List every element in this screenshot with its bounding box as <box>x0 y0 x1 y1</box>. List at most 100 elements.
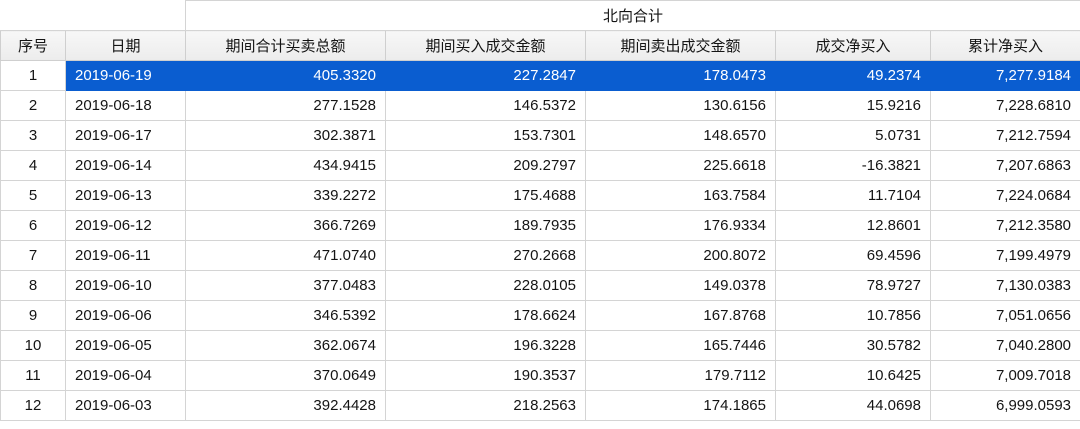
cell-date[interactable]: 2019-06-04 <box>65 360 186 391</box>
col-header-sell_amount[interactable]: 期间卖出成交金额 <box>585 30 776 61</box>
cell-buy_amount[interactable]: 209.2797 <box>385 150 586 181</box>
cell-sell_amount[interactable]: 176.9334 <box>585 210 776 241</box>
table-row[interactable]: 4 2019-06-14 434.9415 209.2797 225.6618 -16.3… <box>0 150 1080 181</box>
cell-seq[interactable]: 8 <box>0 270 66 301</box>
cell-buy_amount[interactable]: 178.6624 <box>385 300 586 331</box>
cell-total_amount[interactable]: 302.3871 <box>185 120 386 151</box>
cell-seq[interactable]: 4 <box>0 150 66 181</box>
cell-sell_amount[interactable]: 200.8072 <box>585 240 776 271</box>
cell-total_amount[interactable]: 392.4428 <box>185 390 386 421</box>
cell-seq[interactable]: 12 <box>0 390 66 421</box>
col-header-buy_amount[interactable]: 期间买入成交金额 <box>385 30 586 61</box>
cell-total_amount[interactable]: 362.0674 <box>185 330 386 361</box>
cell-buy_amount[interactable]: 196.3228 <box>385 330 586 361</box>
cell-seq[interactable]: 9 <box>0 300 66 331</box>
cell-total_amount[interactable]: 370.0649 <box>185 360 386 391</box>
cell-net_buy[interactable]: 30.5782 <box>775 330 931 361</box>
col-header-seq[interactable]: 序号 <box>0 30 66 61</box>
cell-cum_net_buy[interactable]: 7,228.6810 <box>929 90 1080 121</box>
cell-date[interactable]: 2019-06-19 <box>65 60 186 91</box>
cell-total_amount[interactable]: 377.0483 <box>185 270 386 301</box>
table-row[interactable]: 5 2019-06-13 339.2272 175.4688 163.7584 11.71… <box>0 180 1080 211</box>
cell-sell_amount[interactable]: 163.7584 <box>585 180 776 211</box>
cell-cum_net_buy[interactable]: 7,277.9184 <box>929 60 1080 91</box>
cell-seq[interactable]: 10 <box>0 330 66 361</box>
table-row[interactable]: 9 2019-06-06 346.5392 178.6624 167.8768 10.78… <box>0 300 1080 331</box>
cell-date[interactable]: 2019-06-11 <box>65 240 186 271</box>
cell-cum_net_buy[interactable]: 7,040.2800 <box>929 330 1080 361</box>
cell-cum_net_buy[interactable]: 7,224.0684 <box>929 180 1080 211</box>
cell-sell_amount[interactable]: 165.7446 <box>585 330 776 361</box>
cell-total_amount[interactable]: 405.3320 <box>185 60 386 91</box>
cell-net_buy[interactable]: -16.3821 <box>775 150 931 181</box>
cell-buy_amount[interactable]: 153.7301 <box>385 120 586 151</box>
cell-buy_amount[interactable]: 190.3537 <box>385 360 586 391</box>
table-row[interactable]: 11 2019-06-04 370.0649 190.3537 179.7112 10.6… <box>0 360 1080 391</box>
col-header-cum_net_buy[interactable]: 累计净买入 <box>929 30 1080 61</box>
cell-buy_amount[interactable]: 189.7935 <box>385 210 586 241</box>
cell-date[interactable]: 2019-06-18 <box>65 90 186 121</box>
cell-total_amount[interactable]: 277.1528 <box>185 90 386 121</box>
cell-net_buy[interactable]: 12.8601 <box>775 210 931 241</box>
cell-sell_amount[interactable]: 178.0473 <box>585 60 776 91</box>
cell-net_buy[interactable]: 10.6425 <box>775 360 931 391</box>
cell-seq[interactable]: 2 <box>0 90 66 121</box>
cell-cum_net_buy[interactable]: 7,130.0383 <box>929 270 1080 301</box>
cell-seq[interactable]: 5 <box>0 180 66 211</box>
cell-date[interactable]: 2019-06-12 <box>65 210 186 241</box>
cell-sell_amount[interactable]: 179.7112 <box>585 360 776 391</box>
cell-cum_net_buy[interactable]: 6,999.0593 <box>929 390 1080 421</box>
cell-seq[interactable]: 6 <box>0 210 66 241</box>
cell-cum_net_buy[interactable]: 7,207.6863 <box>929 150 1080 181</box>
table-row[interactable]: 10 2019-06-05 362.0674 196.3228 165.7446 30.5… <box>0 330 1080 361</box>
cell-seq[interactable]: 1 <box>0 60 66 91</box>
cell-buy_amount[interactable]: 227.2847 <box>385 60 586 91</box>
cell-net_buy[interactable]: 69.4596 <box>775 240 931 271</box>
cell-date[interactable]: 2019-06-03 <box>65 390 186 421</box>
cell-net_buy[interactable]: 49.2374 <box>775 60 931 91</box>
table-row[interactable]: 8 2019-06-10 377.0483 228.0105 149.0378 78.97… <box>0 270 1080 301</box>
cell-date[interactable]: 2019-06-06 <box>65 300 186 331</box>
table-row[interactable]: 7 2019-06-11 471.0740 270.2668 200.8072 69.45… <box>0 240 1080 271</box>
cell-total_amount[interactable]: 471.0740 <box>185 240 386 271</box>
cell-sell_amount[interactable]: 167.8768 <box>585 300 776 331</box>
col-header-date[interactable]: 日期 <box>65 30 186 61</box>
col-header-net_buy[interactable]: 成交净买入 <box>775 30 931 61</box>
cell-buy_amount[interactable]: 146.5372 <box>385 90 586 121</box>
cell-seq[interactable]: 11 <box>0 360 66 391</box>
cell-buy_amount[interactable]: 175.4688 <box>385 180 586 211</box>
cell-date[interactable]: 2019-06-14 <box>65 150 186 181</box>
cell-sell_amount[interactable]: 225.6618 <box>585 150 776 181</box>
cell-total_amount[interactable]: 339.2272 <box>185 180 386 211</box>
cell-net_buy[interactable]: 15.9216 <box>775 90 931 121</box>
cell-buy_amount[interactable]: 228.0105 <box>385 270 586 301</box>
cell-total_amount[interactable]: 434.9415 <box>185 150 386 181</box>
table-row[interactable]: 1 2019-06-19 405.3320 227.2847 178.0473 49.23… <box>0 60 1080 91</box>
cell-sell_amount[interactable]: 149.0378 <box>585 270 776 301</box>
cell-cum_net_buy[interactable]: 7,051.0656 <box>929 300 1080 331</box>
cell-net_buy[interactable]: 78.9727 <box>775 270 931 301</box>
cell-buy_amount[interactable]: 270.2668 <box>385 240 586 271</box>
cell-seq[interactable]: 7 <box>0 240 66 271</box>
cell-total_amount[interactable]: 366.7269 <box>185 210 386 241</box>
cell-total_amount[interactable]: 346.5392 <box>185 300 386 331</box>
cell-buy_amount[interactable]: 218.2563 <box>385 390 586 421</box>
cell-net_buy[interactable]: 5.0731 <box>775 120 931 151</box>
cell-sell_amount[interactable]: 148.6570 <box>585 120 776 151</box>
cell-sell_amount[interactable]: 174.1865 <box>585 390 776 421</box>
cell-date[interactable]: 2019-06-05 <box>65 330 186 361</box>
cell-net_buy[interactable]: 10.7856 <box>775 300 931 331</box>
cell-sell_amount[interactable]: 130.6156 <box>585 90 776 121</box>
col-header-total_amount[interactable]: 期间合计买卖总额 <box>185 30 386 61</box>
cell-cum_net_buy[interactable]: 7,199.4979 <box>929 240 1080 271</box>
cell-cum_net_buy[interactable]: 7,009.7018 <box>929 360 1080 391</box>
cell-date[interactable]: 2019-06-13 <box>65 180 186 211</box>
cell-cum_net_buy[interactable]: 7,212.3580 <box>929 210 1080 241</box>
cell-date[interactable]: 2019-06-17 <box>65 120 186 151</box>
table-row[interactable]: 2 2019-06-18 277.1528 146.5372 130.6156 15.92… <box>0 90 1080 121</box>
cell-cum_net_buy[interactable]: 7,212.7594 <box>929 120 1080 151</box>
cell-date[interactable]: 2019-06-10 <box>65 270 186 301</box>
cell-net_buy[interactable]: 44.0698 <box>775 390 931 421</box>
cell-seq[interactable]: 3 <box>0 120 66 151</box>
table-row[interactable]: 3 2019-06-17 302.3871 153.7301 148.6570 5.073… <box>0 120 1080 151</box>
